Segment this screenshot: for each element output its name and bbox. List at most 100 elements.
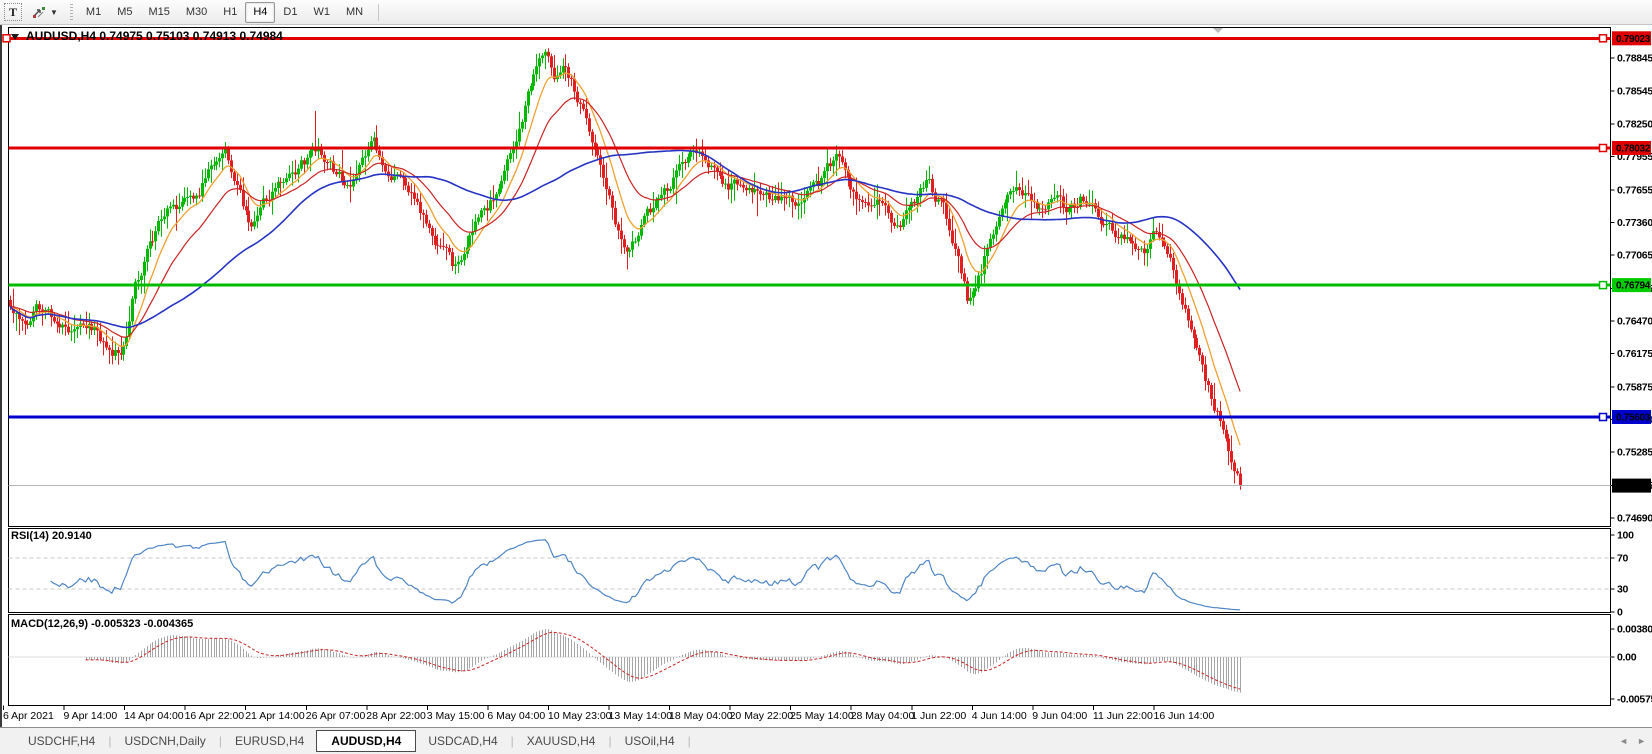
price-tick-label: 0.77360 (1617, 217, 1652, 229)
date-label: 20 May 22:00 (730, 710, 794, 722)
chart-style-button[interactable]: ▼ (28, 3, 61, 22)
tab-separator: | (608, 734, 612, 748)
date-label: 25 May 14:00 (790, 710, 854, 722)
ma-sma-60-line (9, 149, 1241, 329)
timeframe-button-mn[interactable]: MN (345, 6, 364, 18)
price-badge-0.78032 (1612, 141, 1651, 155)
date-label: 28 Apr 22:00 (366, 710, 426, 722)
chart-tab-xauusd-h4[interactable]: XAUUSD,H4 (526, 734, 596, 748)
chart-title-text: AUDUSD,H4 0.74975 0.75103 0.74913 0.7498… (26, 29, 283, 43)
tab-separator: | (510, 734, 514, 748)
rsi-line (50, 539, 1241, 611)
price-badge-label: 0.74984 (1616, 481, 1651, 492)
toolbar-separator (378, 3, 380, 21)
macd-tick-label: 0.00 (1617, 652, 1637, 664)
date-label: 11 Jun 22:00 (1093, 710, 1153, 722)
chart-tab-audusd-h4[interactable]: AUDUSD,H4 (316, 730, 417, 752)
time-axis[interactable]: 6 Apr 2021 9 Apr 14:00 14 Apr 04:00 16 Apr … (3, 705, 1215, 723)
price-badge-label: 0.78032 (1616, 144, 1651, 155)
dropdown-caret-icon: ▼ (50, 7, 58, 17)
price-badge-0.79023 (1612, 31, 1651, 46)
chart-shift-marker[interactable] (1213, 28, 1223, 33)
date-label: 9 Apr 14:00 (64, 710, 118, 722)
date-label: 16 Apr 22:00 (185, 710, 245, 722)
date-label: 3 May 15:00 (427, 710, 485, 722)
macd-signal-line (85, 631, 1241, 690)
macd-tick-label: -0.00575 (1617, 694, 1652, 706)
price-tick-label: 0.77655 (1617, 184, 1652, 196)
timeframe-button-h4[interactable]: H4 (245, 1, 276, 23)
date-label: 14 Apr 04:00 (124, 710, 184, 722)
level-handle-right[interactable] (1598, 280, 1608, 290)
price-tick-label: 0.78545 (1617, 86, 1652, 98)
price-tick-label: 0.74690 (1617, 513, 1652, 525)
price-badge-0.76794 (1612, 278, 1651, 293)
price-axis[interactable]: 0.788450.785450.782500.779550.776550.773… (1610, 31, 1652, 706)
price-tick-label: 0.78845 (1617, 53, 1652, 65)
date-label: 6 May 04:00 (487, 710, 545, 722)
rsi-tick-label: 30 (1617, 583, 1629, 595)
price-tick-label: 0.76175 (1617, 348, 1652, 360)
rsi-tick-label: 100 (1617, 530, 1634, 542)
chart-menu-icon[interactable] (11, 33, 19, 40)
chart-tab-eurusd-h4[interactable]: EURUSD,H4 (234, 734, 305, 748)
chart-tab-usdcnh-daily[interactable]: USDCNH,Daily (124, 734, 206, 748)
tab-separator: | (218, 734, 222, 748)
date-label: 13 May 14:00 (609, 710, 673, 722)
date-label: 26 Apr 07:00 (306, 710, 366, 722)
macd-histogram (86, 629, 1241, 693)
timeframe-button-m30[interactable]: M30 (185, 6, 208, 18)
price-badge-label: 0.75603 (1616, 413, 1651, 424)
level-handle-left[interactable] (2, 34, 11, 43)
chart-title: AUDUSD,H4 0.74975 0.75103 0.74913 0.7498… (11, 29, 283, 43)
price-tick-label: 0.78250 (1617, 118, 1652, 130)
date-label: 4 Jun 14:00 (972, 710, 1027, 722)
timeframe-buttons: M1 M5 M15 M30 H1 H4 D1 W1 MN (78, 1, 371, 23)
timeframe-button-m1[interactable]: M1 (85, 6, 102, 18)
macd-indicator-label: MACD(12,26,9) -0.005323 -0.004365 (11, 618, 194, 630)
rsi-tick-label: 0 (1617, 607, 1623, 619)
timeframe-button-m5[interactable]: M5 (117, 6, 133, 18)
chart-tabs: USDCHF,H4 | USDCNH,Daily | EURUSD,H4 AUDUSD,H… (16, 730, 692, 752)
tab-separator: | (108, 734, 112, 748)
macd-tick-label: 0.003808 (1617, 624, 1652, 636)
price-tick-label: 0.77065 (1617, 250, 1652, 262)
date-label: 21 Apr 14:00 (245, 710, 305, 722)
rsi-panel[interactable] (8, 528, 1611, 613)
level-handle-right[interactable] (1598, 34, 1608, 43)
toolbar-grip[interactable] (69, 4, 73, 20)
horizontal-levels[interactable] (2, 34, 1611, 487)
date-label: 1 Jun 22:00 (911, 710, 966, 722)
text-tool-button[interactable]: T (4, 3, 22, 21)
level-handle-right[interactable] (1598, 143, 1608, 153)
timeframe-button-w1[interactable]: W1 (313, 6, 330, 18)
timeframe-button-d1[interactable]: D1 (283, 6, 298, 18)
main-panel[interactable] (8, 27, 1611, 527)
chart-tab-usdcad-h4[interactable]: USDCAD,H4 (428, 734, 498, 748)
price-badge-label: 0.79023 (1616, 34, 1651, 45)
style-tool-icon (33, 7, 45, 18)
window-left-border (0, 25, 2, 727)
price-badge-label: 0.76794 (1616, 281, 1651, 292)
chart-tab-usoil-h4[interactable]: USOil,H4 (624, 734, 675, 748)
level-handle-right[interactable] (1598, 412, 1608, 422)
ma-ema-10-line (9, 72, 1241, 446)
tab-scroll-arrows: ◄ ► (1619, 737, 1646, 746)
ma-ema-24-line (9, 97, 1241, 392)
rsi-tick-label: 70 (1617, 553, 1629, 565)
timeframe-button-m15[interactable]: M15 (148, 6, 170, 18)
date-label: 6 Apr 2021 (3, 710, 54, 722)
tab-scroll-left-icon[interactable]: ◄ (1619, 736, 1629, 746)
tab-scroll-right-icon[interactable]: ► (1637, 736, 1646, 746)
timeframe-button-h1[interactable]: H1 (223, 6, 238, 18)
date-label: 28 May 04:00 (851, 710, 915, 722)
tab-separator: | (687, 734, 691, 748)
toolbar: T ▼ M1 M5 M15 M30 H1 H4 D1 W1 MN (0, 0, 1652, 25)
chart-tab-bar: USDCHF,H4 | USDCNH,Daily | EURUSD,H4 AUDUSD,H… (0, 727, 1652, 754)
chart-tab-usdchf-h4[interactable]: USDCHF,H4 (28, 734, 96, 748)
price-tick-label: 0.76470 (1617, 316, 1652, 328)
date-label: 10 May 23:00 (548, 710, 612, 722)
date-label: 16 Jun 14:00 (1154, 710, 1215, 722)
